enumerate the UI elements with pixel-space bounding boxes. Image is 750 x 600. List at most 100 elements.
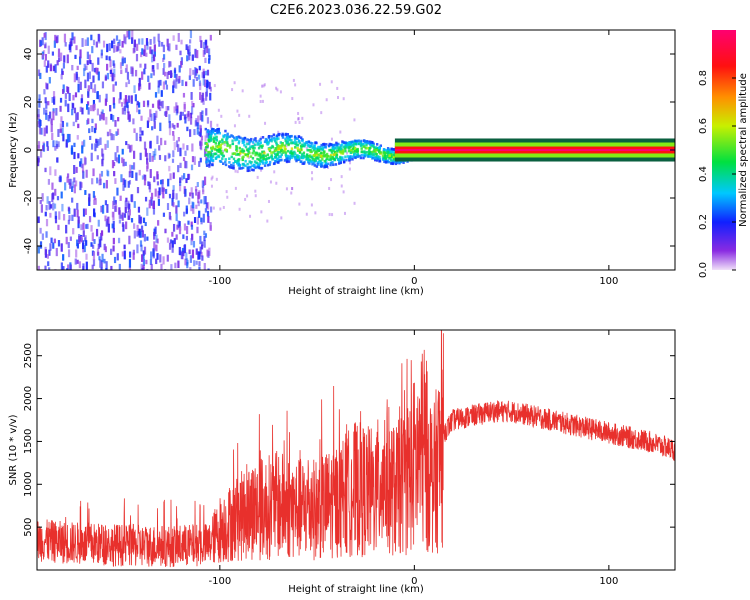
heatmap-cell xyxy=(189,267,192,270)
heatmap-cell xyxy=(173,124,176,130)
heatmap-cell xyxy=(91,105,95,110)
heatmap-cell xyxy=(82,247,85,253)
heatmap-cell xyxy=(117,43,120,49)
heatmap-cell xyxy=(123,106,126,112)
heatmap-cell xyxy=(209,92,212,101)
heatmap-cell xyxy=(69,182,72,189)
heatmap-cell xyxy=(87,107,90,115)
heatmap-cell xyxy=(337,95,340,99)
heatmap-cell xyxy=(157,85,160,94)
heatmap-cell xyxy=(315,165,319,168)
heatmap-cell xyxy=(203,235,206,242)
heatmap-cell xyxy=(182,234,185,239)
heatmap-cell xyxy=(84,190,87,195)
heatmap-cell xyxy=(279,141,283,144)
heatmap-cell xyxy=(92,104,95,112)
heatmap-cell xyxy=(131,30,134,40)
heatmap-cell xyxy=(186,261,189,269)
heatmap-cell xyxy=(90,82,93,90)
heatmap-cell xyxy=(54,145,57,151)
heatmap-cell xyxy=(202,98,205,105)
heatmap-cell xyxy=(329,155,332,158)
heatmap-cell xyxy=(190,224,194,230)
heatmap-cell xyxy=(81,107,84,115)
heatmap-cell xyxy=(190,187,193,195)
heatmap-cell xyxy=(253,138,256,142)
heatmap-cell xyxy=(141,130,144,136)
heatmap-cell xyxy=(320,111,323,115)
heatmap-cell xyxy=(102,40,106,48)
heatmap-cell xyxy=(179,226,182,231)
heatmap-cell xyxy=(156,238,159,244)
heatmap-cell xyxy=(88,54,91,64)
heatmap-cell xyxy=(119,49,122,54)
heatmap-cell xyxy=(244,153,248,157)
heatmap-cell xyxy=(172,189,175,199)
heatmap-cell xyxy=(224,129,227,133)
heatmap-cell xyxy=(149,259,153,265)
heatmap-cell xyxy=(307,148,311,152)
heatmap-cell xyxy=(267,140,270,144)
heatmap-cell xyxy=(185,161,188,169)
heatmap-cell xyxy=(258,152,261,155)
heatmap-cell xyxy=(105,93,108,102)
heatmap-cell xyxy=(184,258,187,266)
heatmap-cell xyxy=(96,91,99,100)
heatmap-cell xyxy=(141,175,145,180)
heatmap-cell xyxy=(272,133,276,137)
heatmap-cell xyxy=(371,156,374,160)
heatmap-cell xyxy=(157,220,160,226)
heatmap-cell xyxy=(215,129,218,132)
heatmap-cell xyxy=(373,156,376,160)
heatmap-cell xyxy=(281,134,284,137)
heatmap-cell xyxy=(272,151,275,154)
heatmap-cell xyxy=(274,159,277,163)
heatmap-cell xyxy=(366,155,370,158)
heatmap-cell xyxy=(301,162,304,165)
heatmap-cell xyxy=(240,167,243,170)
heatmap-cell xyxy=(259,100,262,104)
heatmap-cell xyxy=(226,144,229,148)
heatmap-cell xyxy=(109,69,112,74)
heatmap-cell xyxy=(190,221,193,227)
heatmap-cell xyxy=(335,146,338,149)
heatmap-cell xyxy=(161,184,164,192)
heatmap-cell xyxy=(168,120,171,129)
heatmap-cell xyxy=(354,149,357,152)
heatmap-cell xyxy=(229,166,232,169)
heatmap-cell xyxy=(109,59,112,68)
heatmap-cell xyxy=(39,227,42,234)
heatmap-cell xyxy=(86,51,89,60)
heatmap-cell xyxy=(172,150,175,158)
heatmap-cell xyxy=(112,134,115,141)
heatmap-cell xyxy=(39,241,43,249)
heatmap-cell xyxy=(312,103,315,107)
heatmap-cell xyxy=(230,155,233,159)
heatmap-cell xyxy=(92,259,96,267)
heatmap-cell xyxy=(62,84,65,93)
heatmap-cell xyxy=(117,117,120,122)
heatmap-cell xyxy=(295,141,298,144)
heatmap-cell xyxy=(142,250,145,256)
heatmap-cell xyxy=(133,230,136,239)
heatmap-cell xyxy=(146,120,150,128)
heatmap-cell xyxy=(286,154,290,158)
heatmap-cell xyxy=(72,228,75,235)
heatmap-cell xyxy=(113,103,116,109)
heatmap-cell xyxy=(347,149,351,153)
heatmap-cell xyxy=(232,161,235,165)
heatmap-cell xyxy=(374,146,377,149)
heatmap-cell xyxy=(84,208,87,215)
heatmap-cell xyxy=(92,75,95,83)
heatmap-cell xyxy=(381,154,385,158)
heatmap-cell xyxy=(251,168,254,172)
heatmap-cell xyxy=(302,156,305,160)
heatmap-cell xyxy=(73,177,76,183)
heatmap-cell xyxy=(341,152,345,155)
heatmap-cell xyxy=(214,157,218,160)
heatmap-cell xyxy=(97,57,100,65)
heatmap-cell xyxy=(43,127,46,137)
heatmap-cell xyxy=(368,150,372,154)
heatmap-cell xyxy=(330,143,333,146)
